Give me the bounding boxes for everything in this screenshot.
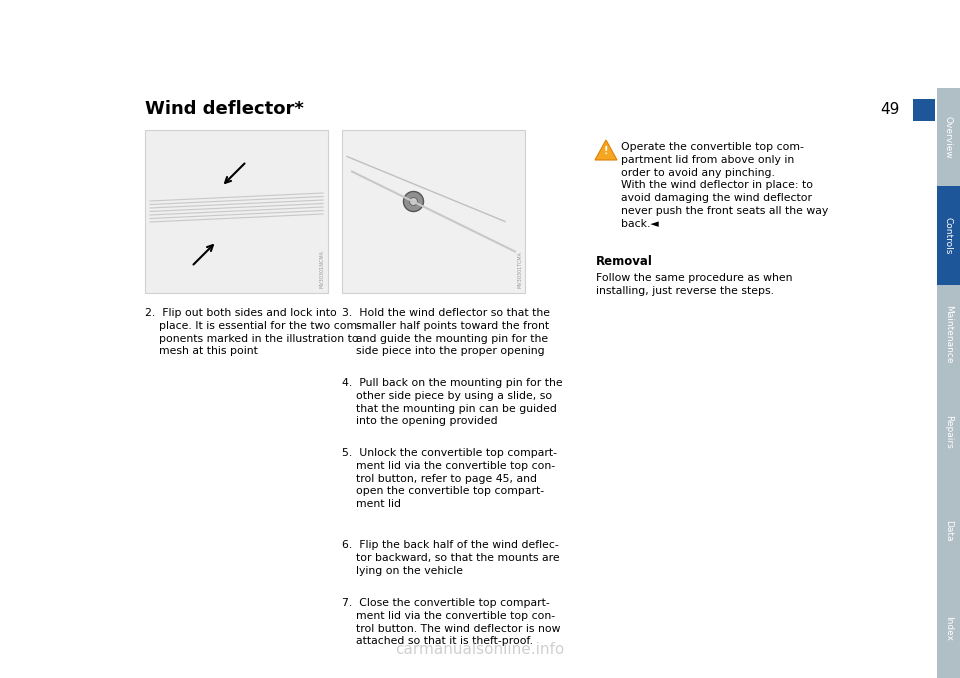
Text: !: ! — [604, 146, 609, 156]
Bar — [937, 88, 960, 186]
Circle shape — [403, 191, 423, 212]
Text: Maintenance: Maintenance — [944, 304, 953, 363]
Text: 3.  Hold the wind deflector so that the
    smaller half points toward the front: 3. Hold the wind deflector so that the s… — [342, 308, 550, 357]
Text: Data: Data — [944, 520, 953, 541]
Text: Removal: Removal — [596, 255, 653, 268]
Text: 2.  Flip out both sides and lock into
    place. It is essential for the two com: 2. Flip out both sides and lock into pla… — [145, 308, 361, 357]
Text: Wind deflector*: Wind deflector* — [145, 100, 304, 118]
Text: Operate the convertible top com-
partment lid from above only in
order to avoid : Operate the convertible top com- partmen… — [621, 142, 828, 228]
Bar — [342, 130, 525, 293]
Bar — [937, 285, 960, 383]
Bar — [145, 130, 328, 293]
Text: 6.  Flip the back half of the wind deflec-
    tor backward, so that the mounts : 6. Flip the back half of the wind deflec… — [342, 540, 560, 576]
Text: MV30301NCMA: MV30301NCMA — [320, 250, 325, 288]
Text: Index: Index — [944, 616, 953, 641]
Text: 4.  Pull back on the mounting pin for the
    other side piece by using a slide,: 4. Pull back on the mounting pin for the… — [342, 378, 563, 426]
Text: Controls: Controls — [944, 217, 953, 254]
Bar — [937, 481, 960, 580]
Text: 5.  Unlock the convertible top compart-
    ment lid via the convertible top con: 5. Unlock the convertible top compart- m… — [342, 448, 557, 509]
Polygon shape — [595, 140, 617, 160]
Text: Overview: Overview — [944, 116, 953, 159]
Text: 7.  Close the convertible top compart-
    ment lid via the convertible top con-: 7. Close the convertible top compart- me… — [342, 598, 561, 646]
Circle shape — [410, 197, 418, 205]
Text: Repairs: Repairs — [944, 416, 953, 449]
Bar — [937, 186, 960, 285]
Bar — [937, 580, 960, 678]
Text: MV30301TCMA: MV30301TCMA — [517, 251, 522, 288]
Bar — [913, 99, 935, 121]
Text: carmanualsonline.info: carmanualsonline.info — [396, 643, 564, 658]
Bar — [937, 383, 960, 481]
Text: 49: 49 — [880, 102, 900, 117]
Text: Follow the same procedure as when
installing, just reverse the steps.: Follow the same procedure as when instal… — [596, 273, 793, 296]
